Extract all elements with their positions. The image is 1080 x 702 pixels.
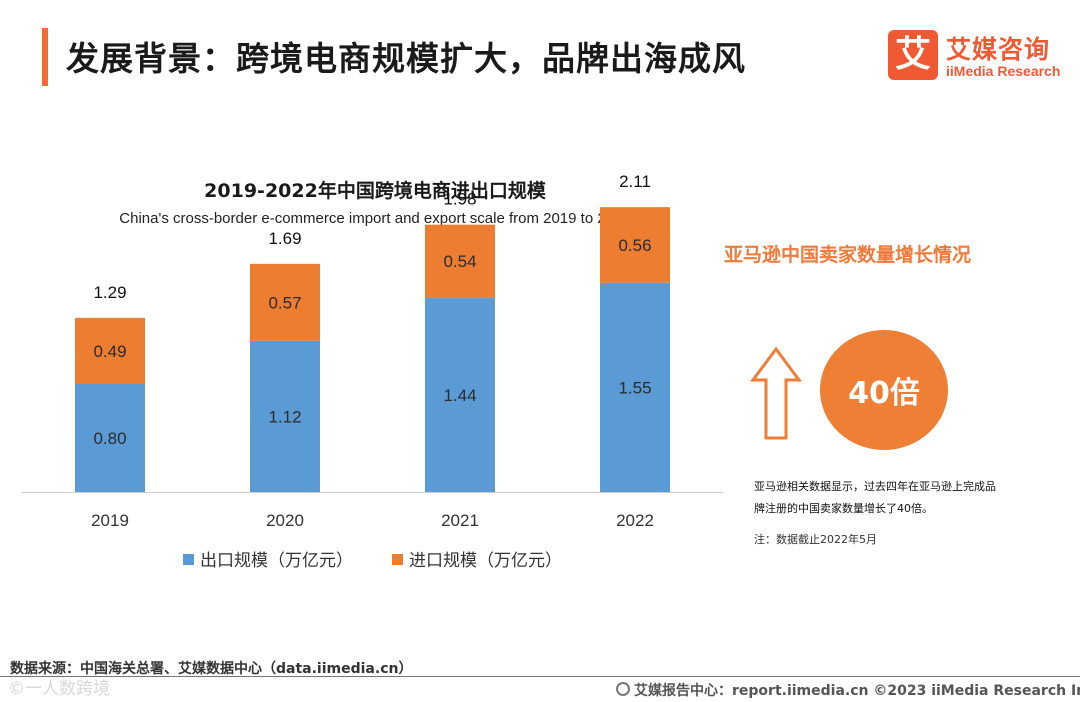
growth-multiple-circle: 40倍 [820, 330, 948, 450]
label-export-2021: 1.44 [443, 386, 476, 405]
label-export-2022: 1.55 [618, 378, 651, 397]
x-tick-2021: 2021 [441, 511, 479, 530]
logo-english-name: iiMedia Research [946, 63, 1061, 79]
logo-chinese-name: 艾媒咨询 [946, 35, 1051, 64]
chart-subtitle: China's cross-border e-commerce import a… [119, 210, 631, 227]
amazon-note: 注：数据截止2022年5月 [754, 533, 877, 546]
bar-export-2020 [250, 340, 320, 492]
bar-import-2020 [250, 263, 320, 341]
label-import-2022: 0.56 [618, 236, 651, 255]
x-tick-2022: 2022 [616, 511, 654, 530]
label-import-2019: 0.49 [93, 342, 126, 361]
legend-import-swatch [392, 553, 403, 565]
label-import-2021: 0.54 [443, 252, 476, 271]
logo-mark: 艾 [888, 30, 938, 80]
globe-icon [616, 682, 630, 696]
footer-report-center: 艾媒报告中心：report.iimedia.cn ©2023 iiMedia R… [616, 680, 1080, 700]
total-label-2020: 1.69 [268, 229, 301, 248]
bar-export-2019 [75, 384, 145, 492]
label-import-2020: 0.57 [268, 293, 301, 312]
total-label-2019: 1.29 [93, 283, 126, 302]
label-export-2019: 0.80 [93, 429, 126, 448]
bar-export-2021 [425, 297, 495, 492]
bar-import-2022 [600, 207, 670, 283]
amazon-description: 亚马逊相关数据显示，过去四年在亚马逊上完成品牌注册的中国卖家数量增长了40倍。 [754, 480, 996, 515]
title-accent-bar [42, 28, 48, 86]
stacked-bar-chart: 0.80 0.49 1.29 2019 1.12 0.57 1.69 2020 1.44 0.54… [22, 172, 723, 530]
legend-import-label: 进口规模（万亿元） [409, 551, 562, 571]
amazon-section-title: 亚马逊中国卖家数量增长情况 [724, 244, 972, 266]
bar-import-2021 [425, 224, 495, 298]
footer-report-text: 艾媒报告中心：report.iimedia.cn ©2023 iiMedia R… [634, 683, 1080, 699]
bar-export-2022 [600, 282, 670, 492]
legend-export-swatch [183, 553, 194, 565]
chart-title: 2019-2022年中国跨境电商进出口规模 [204, 180, 546, 202]
x-tick-2019: 2019 [91, 511, 129, 530]
footer-divider [0, 676, 1080, 677]
up-arrow-icon [750, 346, 802, 440]
legend-export: 出口规模（万亿元） [183, 546, 353, 571]
x-tick-2020: 2020 [266, 511, 304, 530]
legend-import: 进口规模（万亿元） [392, 546, 562, 571]
data-source: 数据来源：中国海关总署、艾媒数据中心（data.iimedia.cn） [10, 661, 413, 677]
label-export-2020: 1.12 [268, 407, 301, 426]
legend-export-label: 出口规模（万亿元） [200, 551, 353, 571]
page-title: 发展背景：跨境电商规模扩大，品牌出海成风 [66, 39, 746, 78]
watermark: ©一人数跨境 [8, 679, 110, 699]
total-label-2022: 2.11 [619, 172, 651, 191]
brand-logo: 艾 艾媒咨询 iiMedia Research [888, 30, 1068, 82]
total-label-2021: 1.98 [443, 190, 476, 209]
bar-import-2019 [75, 317, 145, 384]
